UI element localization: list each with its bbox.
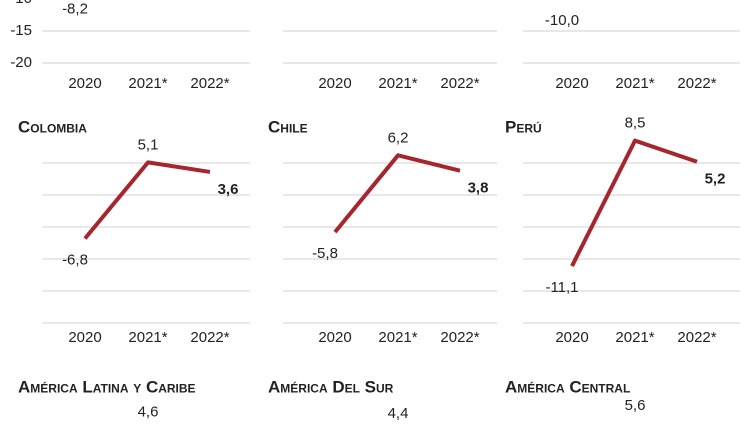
panel-title: Chile <box>268 117 308 136</box>
panel-title: Perú <box>505 117 542 136</box>
x-tick-label: 2020 <box>318 75 351 92</box>
panel-title: América Latina y Caribe <box>18 377 196 396</box>
value-label: -11,1 <box>545 279 578 296</box>
panel-title: América Del Sur <box>268 377 394 396</box>
value-label: -6,8 <box>62 251 88 268</box>
value-label: -8,2 <box>62 0 88 17</box>
value-label: 3,6 <box>218 181 239 198</box>
value-label: -5,8 <box>312 245 338 262</box>
value-label: 4,6 <box>138 404 159 421</box>
x-tick-label: 2022* <box>190 329 229 346</box>
data-line <box>83 160 211 240</box>
y-tick-label: -15 <box>10 22 32 39</box>
value-label: 4,4 <box>388 405 409 422</box>
value-label: 5,2 <box>705 171 726 188</box>
x-tick-label: 2020 <box>68 329 101 346</box>
x-tick-label: 2022* <box>677 75 716 92</box>
y-tick-label: -10 <box>10 0 32 7</box>
x-tick-label: 2022* <box>677 329 716 346</box>
x-tick-label: 2021* <box>615 75 654 92</box>
x-tick-label: 2020 <box>555 329 588 346</box>
y-tick-label: -20 <box>10 54 32 71</box>
value-label: 3,8 <box>468 180 489 197</box>
value-label: -10,0 <box>545 12 579 29</box>
x-tick-label: 2021* <box>128 75 167 92</box>
panel-title: América Central <box>505 377 630 396</box>
x-tick-label: 2022* <box>440 329 479 346</box>
x-tick-label: 2021* <box>615 329 654 346</box>
x-tick-label: 2021* <box>378 75 417 92</box>
x-tick-label: 2020 <box>68 75 101 92</box>
x-tick-label: 2020 <box>555 75 588 92</box>
x-tick-label: 2021* <box>378 329 417 346</box>
x-tick-label: 2021* <box>128 329 167 346</box>
x-tick-label: 2022* <box>190 75 229 92</box>
value-label: 5,6 <box>625 397 646 414</box>
value-label: 8,5 <box>625 115 646 132</box>
panel-title: Colombia <box>18 117 87 136</box>
data-line <box>333 153 461 234</box>
x-tick-label: 2022* <box>440 75 479 92</box>
data-line <box>570 138 698 267</box>
value-label: 6,2 <box>388 129 409 146</box>
x-tick-label: 2020 <box>318 329 351 346</box>
value-label: 5,1 <box>138 136 159 153</box>
